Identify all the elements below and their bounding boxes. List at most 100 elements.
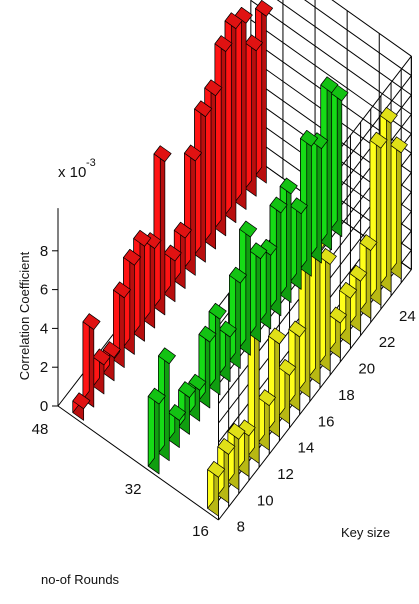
x-tick-label: 12	[277, 466, 294, 483]
bar	[168, 404, 187, 448]
bar-top-face	[102, 341, 121, 358]
bar-top-face	[257, 389, 276, 406]
bar	[173, 221, 192, 289]
side-wall-grid-line	[331, 0, 412, 57]
bar-top-face	[288, 320, 307, 338]
bar	[184, 144, 202, 276]
bar	[229, 266, 247, 369]
bar	[217, 438, 236, 504]
z-tick-label: 4	[40, 320, 48, 337]
bar-top-face	[389, 136, 408, 154]
bar	[123, 248, 142, 355]
z-tick-label: 0	[40, 398, 48, 415]
bar	[339, 281, 358, 346]
bar	[257, 389, 276, 451]
depth-tick-label: 32	[125, 481, 142, 498]
bar	[389, 136, 408, 280]
bar-top-face	[72, 392, 91, 410]
z-tick-label: 8	[40, 243, 48, 260]
bar-top-face	[214, 35, 233, 52]
x-axis-title: Key size	[341, 525, 390, 540]
bar-front-face	[82, 313, 90, 400]
bar-top-face	[339, 281, 358, 299]
x-tick-label: 18	[338, 387, 355, 404]
bar-top-face	[147, 387, 166, 405]
bar-top-face	[113, 281, 131, 299]
bar-top-face	[268, 327, 287, 345]
bar-top-face	[158, 347, 176, 365]
bar-top-face	[208, 302, 227, 320]
bar-top-face	[163, 244, 182, 262]
bar-top-face	[255, 0, 274, 17]
bar-top-face	[227, 423, 246, 440]
bar-top-face	[178, 381, 197, 398]
x-tick-label: 24	[399, 308, 416, 325]
z-exponent-label: x 10	[58, 164, 86, 181]
back-wall-grid-line	[218, 269, 412, 521]
x-tick-label: 10	[257, 492, 274, 509]
bar-top-face	[379, 107, 398, 124]
bar	[330, 84, 349, 238]
bar-top-face	[279, 177, 298, 195]
bar-top-face	[249, 242, 268, 260]
bar-top-face	[320, 76, 339, 94]
bar-top-face	[269, 196, 288, 214]
bar-top-face	[207, 461, 226, 478]
z-tick-label: 2	[40, 359, 48, 376]
bar	[268, 327, 287, 438]
bar-top-face	[349, 264, 368, 282]
bar	[82, 313, 101, 408]
bar-top-face	[289, 197, 308, 215]
floor-edge-line	[57, 405, 219, 521]
bar	[113, 281, 131, 368]
bar-top-face	[184, 144, 202, 162]
bars	[72, 0, 408, 517]
bar-top-face	[217, 438, 236, 455]
bar-top-face	[237, 419, 256, 437]
x-tick-label: 14	[298, 440, 315, 457]
bar	[379, 107, 398, 293]
bar-top-face	[369, 131, 388, 149]
bar-top-face	[188, 373, 207, 391]
bar	[147, 387, 166, 475]
bar-top-face	[204, 79, 223, 97]
bar	[224, 12, 243, 224]
bar	[72, 392, 91, 421]
x-tick-label: 20	[358, 361, 375, 378]
bar-top-face	[239, 220, 258, 238]
bar	[369, 131, 388, 306]
bar-top-face	[224, 12, 243, 30]
bar-top-face	[218, 320, 237, 338]
bar	[278, 359, 297, 425]
bar	[288, 320, 307, 412]
bar	[239, 220, 258, 356]
bar-top-face	[198, 325, 217, 343]
bar-top-face	[329, 306, 347, 324]
x-tick-label: 22	[379, 334, 396, 351]
z-exponent-power: -3	[86, 157, 96, 169]
bar	[310, 132, 329, 264]
bar-top-face	[173, 221, 192, 239]
bar-top-face	[300, 129, 319, 147]
bar-top-face	[82, 313, 101, 330]
bar-top-face	[133, 229, 152, 247]
bar-top-face	[92, 348, 111, 366]
bar	[318, 248, 337, 372]
side-wall-grid-line	[250, 0, 412, 115]
bar	[329, 306, 347, 359]
side-wall-grid-line	[304, 0, 412, 76]
bar-top-face	[229, 266, 247, 284]
bar-top-face	[318, 248, 337, 265]
z-axis-title: Correlation Coefficient	[17, 251, 32, 380]
depth-tick-label: 48	[32, 421, 49, 438]
bar	[194, 100, 213, 263]
bar	[158, 347, 176, 462]
bar-top-face	[168, 404, 187, 421]
depth-axis-title: no-of Rounds	[41, 572, 120, 587]
x-tick-label: 8	[237, 519, 245, 536]
bar	[249, 242, 268, 343]
z-tick-label: 6	[40, 282, 48, 299]
